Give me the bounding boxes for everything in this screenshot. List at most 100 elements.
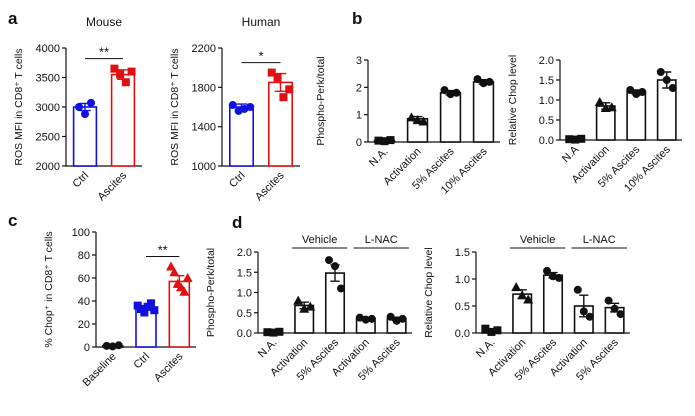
data-point (75, 103, 83, 111)
data-point (523, 294, 534, 304)
significance-label: ** (158, 243, 168, 258)
group-label: L-NAC (583, 234, 616, 246)
data-point (337, 284, 345, 293)
data-point (275, 327, 284, 336)
data-point (616, 310, 625, 319)
bar (542, 274, 564, 334)
data-point (485, 77, 494, 86)
bar (110, 73, 136, 167)
panel-letter: d (232, 213, 242, 232)
y-tick-label: 2000 (36, 161, 60, 173)
bar (439, 92, 462, 143)
data-point (102, 341, 111, 350)
y-tick-label: 1.5 (539, 75, 554, 87)
data-point (150, 306, 159, 315)
data-point (479, 79, 488, 88)
y-tick-label: 1000 (192, 161, 216, 173)
x-tick-label: Ascites (152, 350, 186, 384)
data-point (269, 328, 278, 337)
y-tick-label: 0.0 (237, 328, 252, 340)
y-tick-label: 3500 (36, 73, 60, 85)
data-point (305, 301, 316, 311)
data-point (585, 312, 594, 321)
y-tick-label: 0.0 (455, 328, 470, 340)
x-tick-label: Ctrl (132, 351, 153, 372)
y-tick-label: 0.5 (539, 115, 554, 127)
data-point (121, 78, 130, 87)
bar (626, 91, 647, 141)
chart-panel: Relative Chop level 0.00.51.01.5N.A.Activ… (423, 234, 630, 383)
y-tick-label: 1800 (192, 82, 216, 94)
x-tick-label: Baseline (80, 351, 118, 389)
data-point (662, 76, 671, 84)
data-point (374, 136, 383, 145)
y-tick-label: 2.0 (539, 55, 554, 67)
x-tick-label: N.A. (256, 337, 280, 361)
y-tick-label: 1400 (192, 122, 216, 134)
y-tick-label: 1.5 (237, 267, 252, 279)
data-point (418, 116, 429, 126)
data-point (610, 304, 619, 313)
y-tick-label: 1.0 (539, 95, 554, 107)
data-point (166, 261, 176, 271)
data-point (147, 299, 155, 308)
data-point (380, 137, 389, 146)
data-point (331, 262, 339, 271)
y-axis-title: Relative Chop level (507, 55, 519, 145)
y-tick-label: 1.0 (237, 288, 252, 300)
data-point (412, 115, 423, 125)
y-axis-title: % Chop⁺ in CD8⁺ T cells (43, 231, 55, 347)
data-point (285, 85, 294, 94)
y-tick-label: 1.5 (455, 247, 470, 259)
bar (324, 272, 346, 334)
data-point (279, 93, 288, 102)
y-tick-label: 20 (78, 319, 90, 331)
y-tick-label: 0.5 (455, 301, 470, 313)
data-point (246, 103, 255, 111)
data-point (594, 97, 605, 106)
y-tick-label: 1 (356, 110, 362, 122)
y-axis-title: Relative Chop level (423, 247, 435, 337)
y-tick-label: 2 (356, 82, 362, 94)
panel-letter: b (352, 9, 362, 28)
data-point (571, 135, 580, 144)
y-tick-label: 0 (356, 137, 362, 149)
y-tick-label: 1.0 (455, 274, 470, 286)
data-point (179, 286, 190, 296)
data-point (263, 328, 272, 337)
significance-label: ** (99, 45, 109, 60)
data-point (452, 88, 461, 97)
data-point (577, 134, 586, 143)
data-point (511, 282, 522, 292)
y-axis-title: ROS MFI in CD8⁺ T cells (13, 48, 25, 165)
data-point (565, 135, 574, 144)
panel-letter: a (8, 9, 18, 28)
x-tick-label: Ascites (253, 169, 287, 203)
chart-panel: a Mouse ROS MFI in CD8⁺ T cells 2000 2500 300… (8, 9, 142, 203)
panel-letter: c (8, 211, 17, 230)
x-tick-label: Ctrl (71, 170, 92, 191)
data-point (108, 342, 117, 351)
data-point (116, 70, 125, 79)
data-point (626, 86, 635, 94)
data-point (446, 90, 455, 99)
x-tick-label: N.A (560, 143, 582, 165)
data-point (169, 267, 180, 277)
data-point (355, 313, 364, 322)
chart-title: Human (242, 15, 281, 29)
x-tick-label: Ascites (96, 169, 130, 203)
y-axis-title: ROS MFI in CD8⁺ T cells (169, 48, 181, 165)
data-point (555, 273, 563, 282)
y-tick-label: 3 (356, 55, 362, 67)
y-tick-label: 2.0 (237, 247, 252, 259)
data-point (406, 112, 417, 122)
significance-label: * (258, 49, 263, 64)
chart-panel: Relative Chop level 0.00.51.01.52.0N.AAct… (507, 55, 682, 194)
data-point (110, 64, 119, 73)
data-point (273, 73, 282, 82)
data-point (127, 67, 136, 76)
data-point (668, 84, 677, 92)
